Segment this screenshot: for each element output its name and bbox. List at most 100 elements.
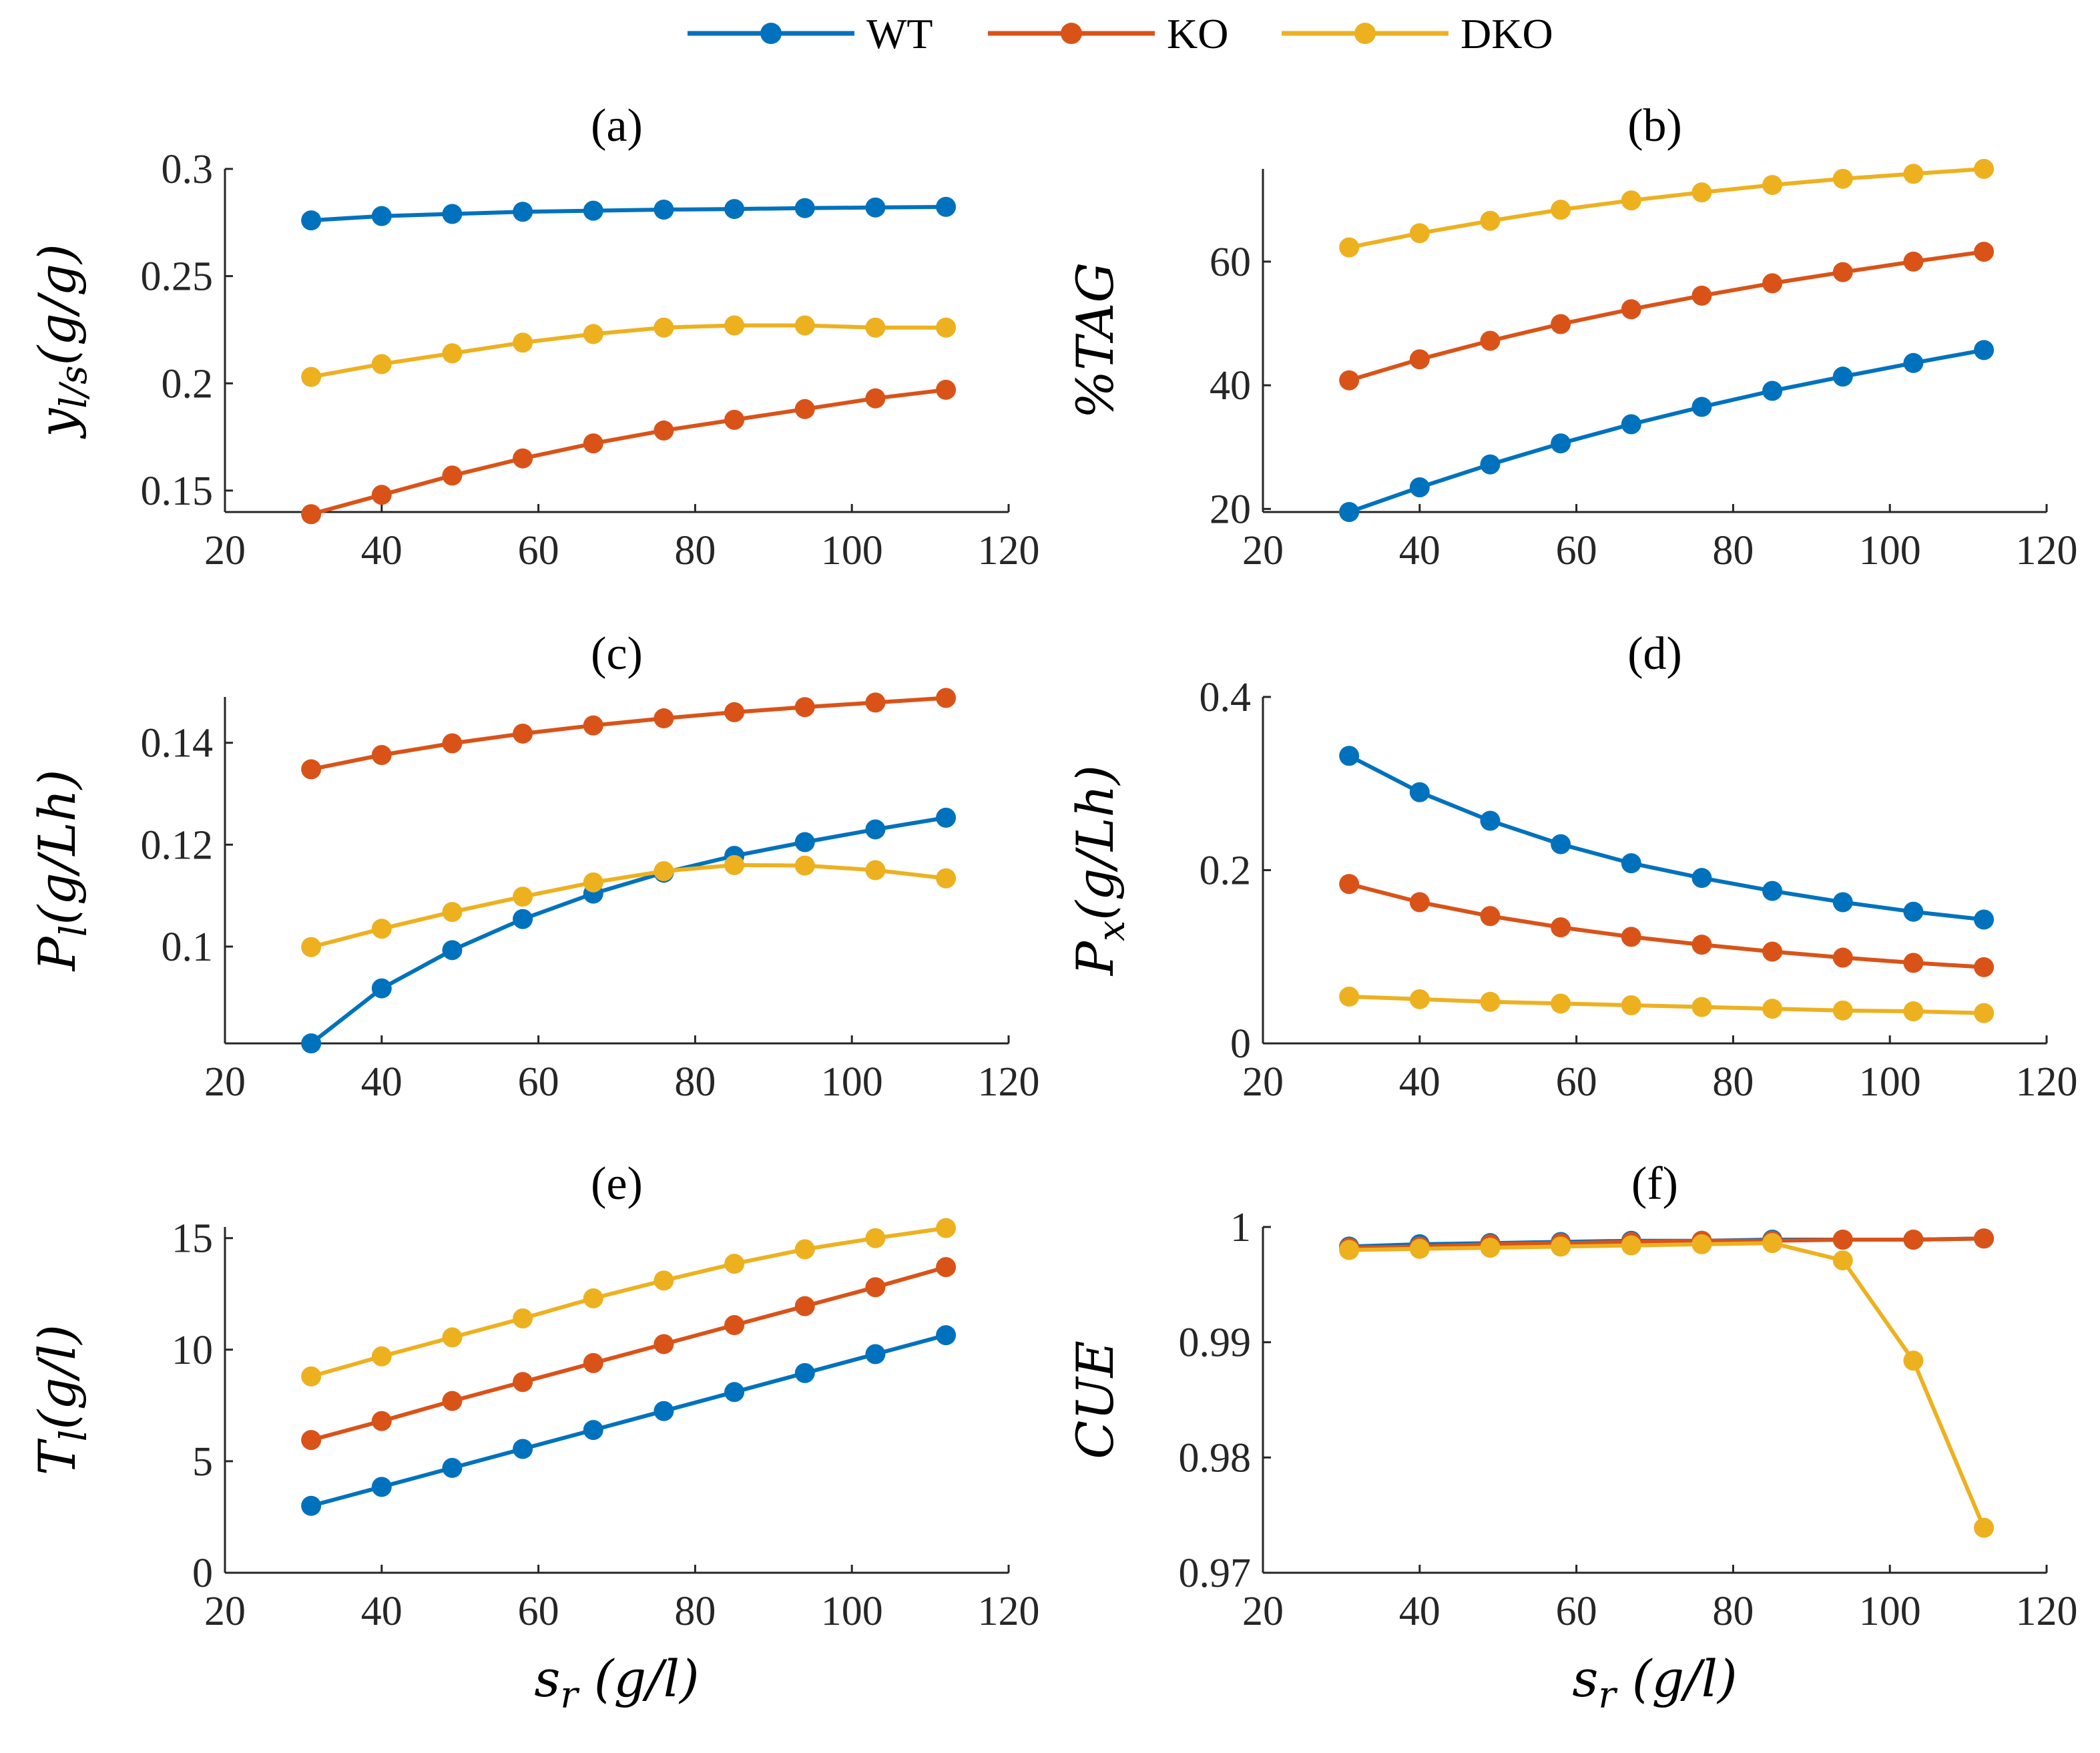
panel-c-point-ko [865, 692, 886, 713]
panel-a-y-label: yl/s(g/g) [27, 244, 95, 439]
panel-a-point-ko [936, 379, 957, 400]
panel-e-series-wt [301, 1325, 957, 1516]
panel-b-y-tick-label: 40 [1210, 363, 1251, 409]
panel-b-point-ko [1832, 262, 1853, 282]
panel-a-point-dko [301, 366, 322, 387]
panel-d-title: (d) [1627, 628, 1682, 680]
panel-f-x-tick-label: 60 [1556, 1589, 1597, 1634]
panel-e: 20 40 60 80 100 120 0 5 10 15 (e) Tl(g/l) sr (g/l) [27, 1158, 1040, 1716]
legend: WT KO DKO [688, 10, 1553, 57]
panel-b-x-tick-label: 40 [1399, 528, 1440, 573]
panel-c-point-wt [301, 1033, 322, 1053]
panel-f: 20 40 60 80 100 120 0.97 0.98 0.99 1 (f) CUE sr (g/l… [1065, 1158, 2078, 1716]
panel-c-series-wt [301, 807, 957, 1053]
panel-d-point-dko [1974, 1003, 1995, 1023]
panel-f-title: (f) [1631, 1158, 1678, 1210]
panel-b-point-dko [1339, 237, 1360, 258]
panel-a-point-ko [794, 399, 815, 419]
panel-a-series-ko [301, 379, 957, 525]
panel-e-point-wt [865, 1344, 886, 1364]
panel-a-point-dko [865, 317, 886, 338]
panel-d-point-ko [1832, 947, 1853, 968]
panel-e-point-wt [301, 1495, 322, 1516]
panel-b-point-wt [1409, 477, 1430, 497]
panel-c-point-dko [865, 860, 886, 881]
panel-e-point-dko [583, 1288, 603, 1308]
panel-c-point-ko [301, 759, 322, 780]
legend-marker-dko [1354, 23, 1376, 44]
panel-e-point-dko [513, 1308, 533, 1329]
panel-b-y-tick-label: 60 [1210, 240, 1251, 285]
panel-f-x-label: sr (g/l) [1572, 1649, 1737, 1716]
panel-b-x-tick-label: 60 [1556, 528, 1597, 573]
panel-a-y-tick-label: 0.25 [141, 254, 214, 300]
panel-d-x-tick-label: 100 [1859, 1059, 1921, 1105]
panel-f-point-dko [1903, 1350, 1924, 1371]
panel-f-point-ko [1903, 1229, 1924, 1250]
legend-item-wt: WT [688, 10, 933, 57]
panel-c-x-tick-label: 60 [518, 1059, 559, 1105]
panel-f-point-dko [1762, 1233, 1783, 1254]
panel-d-y-tick-label: 0.4 [1200, 675, 1252, 720]
panel-a-x-tick-label: 40 [361, 528, 403, 573]
panel-e-point-wt [583, 1420, 603, 1441]
panel-a-point-ko [865, 388, 886, 409]
panel-e-point-dko [794, 1239, 815, 1260]
panel-d-point-dko [1409, 989, 1430, 1009]
panel-b-line-wt [1348, 348, 1985, 514]
panel-a-point-ko [442, 465, 463, 486]
panel-d-point-ko [1551, 917, 1571, 938]
panel-b-point-dko [1762, 175, 1783, 196]
panel-d-point-ko [1409, 892, 1430, 913]
panel-d-point-wt [1974, 909, 1995, 930]
panel-e-point-dko [653, 1270, 674, 1291]
panel-b-series-dko [1339, 159, 1995, 258]
panel-f-point-dko [1691, 1234, 1712, 1254]
panel-a-point-ko [513, 448, 533, 469]
panel-c-point-dko [724, 854, 745, 875]
panel-b-point-ko [1339, 370, 1360, 391]
panel-f-point-dko [1621, 1235, 1641, 1256]
panel-f-point-dko [1480, 1238, 1501, 1258]
panel-c-point-dko [301, 937, 322, 957]
panel-e-point-ko [513, 1372, 533, 1393]
panel-b-point-wt [1762, 381, 1783, 401]
panel-e-line-dko [310, 1226, 947, 1379]
panel-a-x-tick-label: 100 [821, 528, 883, 573]
panel-b-title: (b) [1627, 100, 1682, 152]
panel-a-point-wt [653, 200, 674, 220]
panel-e-point-ko [442, 1391, 463, 1411]
panel-a-point-wt [371, 206, 392, 226]
panels: 20 40 60 80 100 1200.150.20.250.3(a)yl/s(g/g)… [27, 100, 2078, 1716]
panel-e-point-ko [724, 1315, 745, 1336]
panel-a-point-dko [653, 317, 674, 338]
panel-d-point-wt [1551, 834, 1571, 854]
panel-f-y-tick-label: 0.97 [1179, 1551, 1252, 1596]
panel-f-y-tick-label: 0.99 [1179, 1320, 1252, 1366]
panel-c-point-wt [794, 832, 815, 852]
panel-a-point-wt [936, 196, 957, 217]
panel-b-line-dko [1348, 167, 1985, 250]
legend-item-ko: KO [988, 10, 1228, 57]
panel-b-point-dko [1409, 223, 1430, 244]
panel-c-line-dko [310, 862, 947, 949]
panel-c-point-ko [936, 688, 957, 708]
panel-d: 20 40 60 80 100 120 0 0.2 0.4 (d) Px(g/Lh) [1065, 628, 2078, 1105]
panel-c-point-dko [936, 868, 957, 889]
panel-a-point-dko [583, 324, 603, 344]
panel-c-point-ko [583, 715, 603, 736]
panel-d-point-ko [1903, 953, 1924, 973]
panel-c-y-tick-label: 0.14 [141, 721, 214, 766]
panel-e-series-ko [301, 1257, 957, 1451]
panel-a-point-ko [371, 485, 392, 505]
legend-label-wt: WT [866, 10, 933, 57]
panel-b-point-dko [1903, 164, 1924, 184]
panel-d-point-dko [1903, 1001, 1924, 1021]
panel-b-point-ko [1762, 273, 1783, 294]
panel-a-point-wt [301, 210, 322, 231]
panel-e-line-wt [310, 1333, 947, 1508]
panel-a-title: (a) [591, 100, 643, 152]
panel-e-point-wt [936, 1325, 957, 1346]
panel-a-point-dko [371, 354, 392, 374]
panel-b-point-ko [1409, 349, 1430, 370]
